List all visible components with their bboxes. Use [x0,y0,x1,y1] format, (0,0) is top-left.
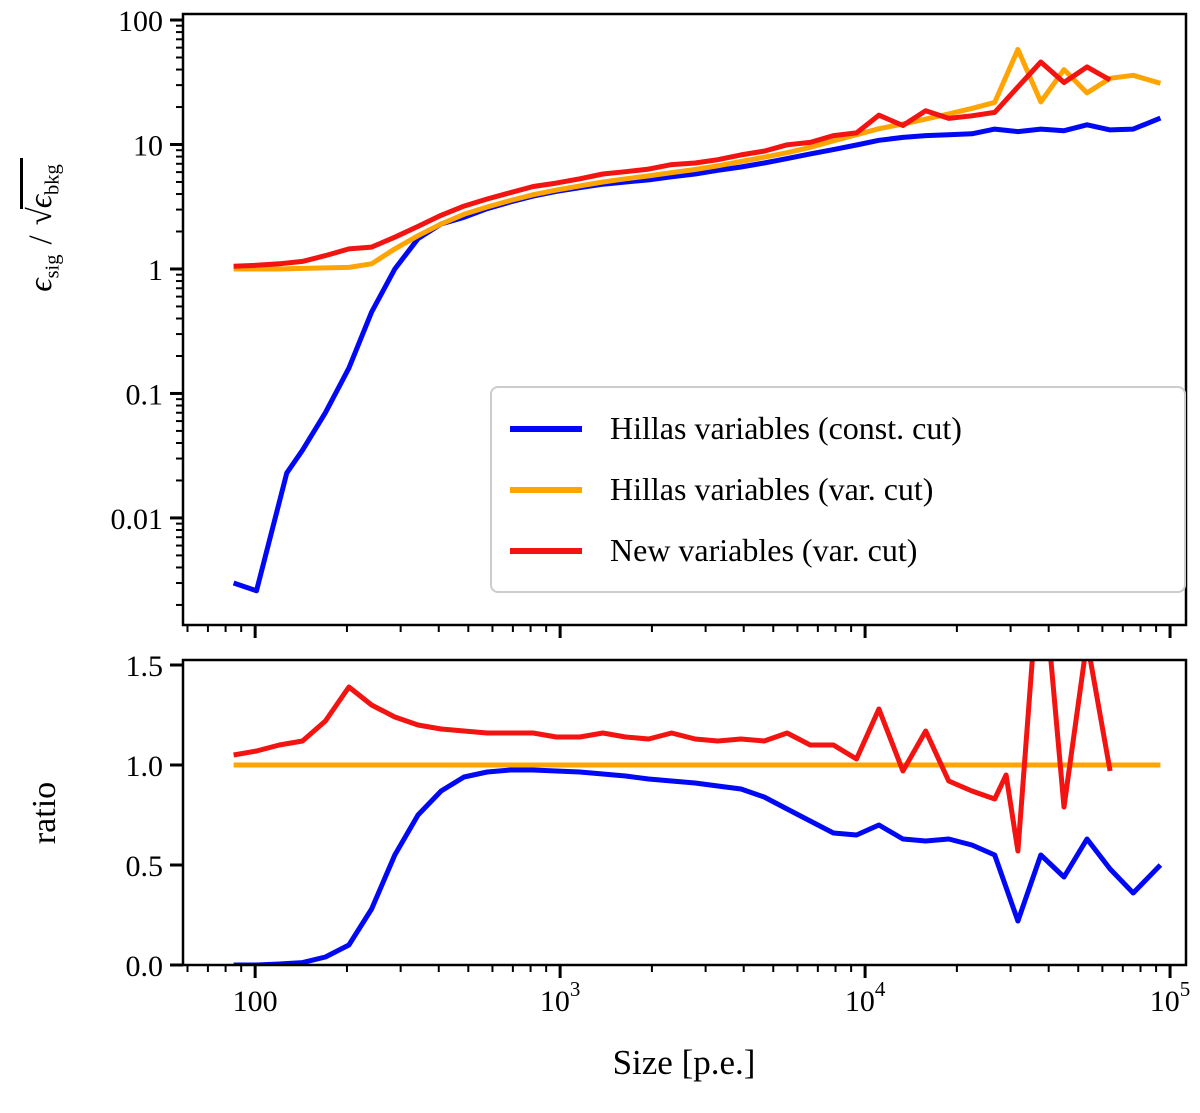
series-line-hillas-variables-const-cut [232,115,1162,594]
legend-label: Hillas variables (const. cut) [610,410,962,446]
legend: Hillas variables (const. cut) Hillas var… [490,386,1186,593]
series-line-new-variables-var-cut-ratio [233,660,1113,854]
tick-label: 10 [133,130,163,163]
legend-item-new-var: New variables (var. cut) [510,532,1166,569]
series-line-new-variables-var-cut [233,59,1112,269]
tick-label: 1 [148,254,163,287]
x-axis-label: Size [p.e.] [612,1043,756,1082]
legend-label: New variables (var. cut) [610,532,918,568]
legend-line-blue [510,425,582,432]
series-line-hillas-variables-const-cut-ratio [233,767,1163,965]
bottom-series-group [233,660,1163,965]
legend-item-hillas-var: Hillas variables (var. cut) [510,471,1166,508]
top-series-group [232,47,1162,594]
epsilon-symbol: ϵ [23,278,59,292]
bottom-panel: 100 103 104 105 0.0 0.5 1.0 1.5 [126,650,1191,1018]
top-y-axis-label: ϵsig/√ϵbkg [20,5,65,445]
tick-label: 104 [845,977,886,1018]
tick-label: 0.1 [126,378,164,411]
tick-label: 0.0 [126,950,164,983]
tick-label: 0.01 [111,503,164,536]
tick-label: 1.0 [126,750,164,783]
legend-line-orange [510,486,582,493]
legend-label: Hillas variables (var. cut) [610,471,934,507]
sqrt-symbol: √ [23,207,59,226]
top-panel-border [181,12,1188,627]
legend-item-hillas-const: Hillas variables (const. cut) [510,410,1166,447]
top-panel: 100 10 1 0.1 0.01 [111,5,1188,638]
sqrt-overline: ϵbkg [20,158,65,210]
legend-line-red [510,547,582,554]
tick-label: 105 [1150,977,1191,1018]
tick-label: 100 [118,5,163,38]
bottom-panel-border [181,658,1188,967]
tick-label: 103 [540,977,581,1018]
series-line-hillas-variables-var-cut [233,47,1162,272]
tick-label: 100 [233,985,278,1018]
bottom-y-axis-label: ratio [26,781,63,845]
tick-label: 0.5 [126,850,164,883]
tick-label: 1.5 [126,650,164,683]
